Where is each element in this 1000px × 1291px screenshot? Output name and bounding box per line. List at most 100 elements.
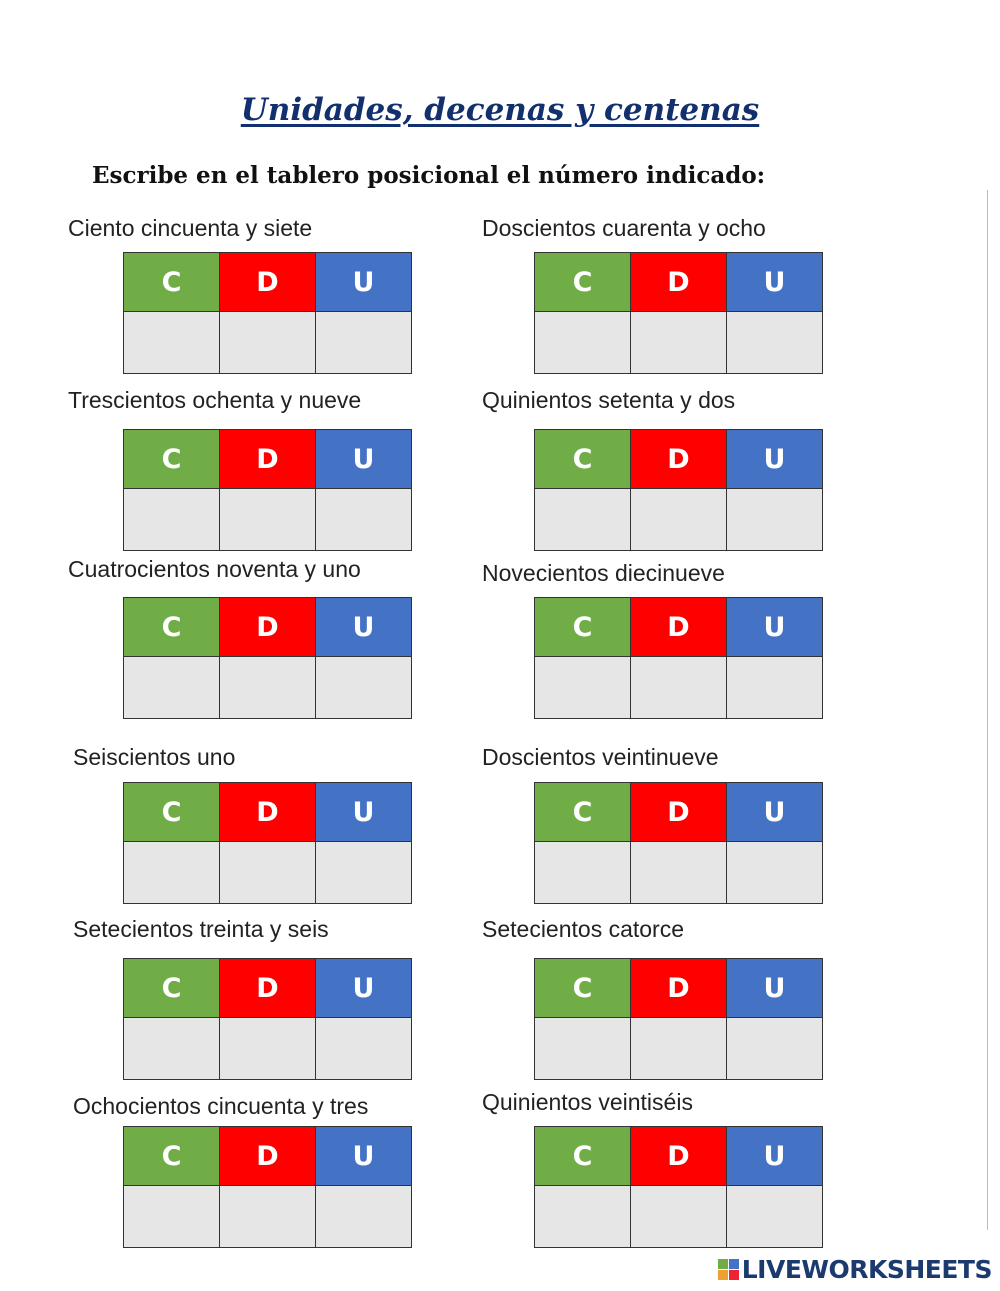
column-header: D <box>630 597 727 657</box>
answer-box[interactable] <box>726 841 823 904</box>
answer-box[interactable] <box>726 311 823 374</box>
column-header: D <box>219 958 316 1018</box>
column-header: U <box>726 597 823 657</box>
exercise-label: Ciento cincuenta y siete <box>68 215 313 241</box>
column-header: D <box>630 429 727 489</box>
column-header: C <box>534 597 631 657</box>
column-header: D <box>630 782 727 842</box>
column-header: C <box>534 958 631 1018</box>
answer-box[interactable] <box>630 1185 727 1248</box>
column-header: U <box>726 958 823 1018</box>
exercise-label: Doscientos veintinueve <box>482 744 719 770</box>
column-header: U <box>726 252 823 312</box>
column-header: U <box>315 597 412 657</box>
answer-box[interactable] <box>534 1017 631 1080</box>
answer-box[interactable] <box>630 488 727 551</box>
column-header: C <box>123 597 220 657</box>
answer-box[interactable] <box>123 1017 220 1080</box>
column-header: C <box>123 782 220 842</box>
column-header: D <box>630 1126 727 1186</box>
column-header: D <box>219 252 316 312</box>
answer-box[interactable] <box>726 1185 823 1248</box>
answer-box[interactable] <box>534 656 631 719</box>
answer-box[interactable] <box>534 488 631 551</box>
title: Unidades, decenas y centenas <box>240 92 760 128</box>
answer-box[interactable] <box>534 841 631 904</box>
column-header: D <box>630 958 727 1018</box>
exercise-label: Setecientos treinta y seis <box>73 916 329 942</box>
exercise-label: Seiscientos uno <box>73 744 236 770</box>
answer-box[interactable] <box>630 841 727 904</box>
answer-box[interactable] <box>123 841 220 904</box>
column-header: C <box>534 252 631 312</box>
column-header: D <box>219 597 316 657</box>
column-header: D <box>219 429 316 489</box>
column-header: C <box>123 429 220 489</box>
answer-box[interactable] <box>630 311 727 374</box>
exercise-label: Trescientos ochenta y nueve <box>68 387 362 413</box>
answer-box[interactable] <box>123 311 220 374</box>
exercise-label: Setecientos catorce <box>482 916 685 942</box>
column-header: U <box>315 958 412 1018</box>
logo-text: LIVEWORKSHEETS <box>741 1255 993 1284</box>
answer-box[interactable] <box>630 656 727 719</box>
exercise-label: Cuatrocientos noventa y uno <box>68 556 361 582</box>
column-header: C <box>534 782 631 842</box>
answer-box[interactable] <box>123 1185 220 1248</box>
column-header: U <box>726 782 823 842</box>
column-header: U <box>315 1126 412 1186</box>
answer-box[interactable] <box>315 841 412 904</box>
answer-box[interactable] <box>315 311 412 374</box>
logo-icon <box>717 1259 739 1280</box>
column-header: C <box>534 429 631 489</box>
exercise-label: Quinientos setenta y dos <box>482 387 736 413</box>
answer-box[interactable] <box>726 488 823 551</box>
column-header: U <box>315 782 412 842</box>
answer-box[interactable] <box>123 488 220 551</box>
answer-box[interactable] <box>219 311 316 374</box>
answer-box[interactable] <box>534 311 631 374</box>
column-header: C <box>534 1126 631 1186</box>
column-header: C <box>123 252 220 312</box>
answer-box[interactable] <box>630 1017 727 1080</box>
answer-box[interactable] <box>315 656 412 719</box>
page-edge <box>987 190 988 1230</box>
answer-box[interactable] <box>315 1017 412 1080</box>
answer-box[interactable] <box>219 656 316 719</box>
instruction: Escribe en el tablero posicional el núme… <box>92 162 766 189</box>
answer-box[interactable] <box>219 1017 316 1080</box>
column-header: D <box>219 782 316 842</box>
exercise-label: Doscientos cuarenta y ocho <box>482 215 766 241</box>
column-header: D <box>630 252 727 312</box>
column-header: D <box>219 1126 316 1186</box>
column-header: U <box>726 1126 823 1186</box>
column-header: U <box>315 429 412 489</box>
column-header: C <box>123 1126 220 1186</box>
exercise-label: Ochocientos cincuenta y tres <box>73 1093 369 1119</box>
answer-box[interactable] <box>726 656 823 719</box>
answer-box[interactable] <box>315 1185 412 1248</box>
exercise-label: Quinientos veintiséis <box>482 1089 693 1115</box>
exercise-label: Novecientos diecinueve <box>482 560 725 586</box>
answer-box[interactable] <box>219 841 316 904</box>
answer-box[interactable] <box>534 1185 631 1248</box>
answer-box[interactable] <box>726 1017 823 1080</box>
answer-box[interactable] <box>219 488 316 551</box>
answer-box[interactable] <box>123 656 220 719</box>
answer-box[interactable] <box>219 1185 316 1248</box>
answer-box[interactable] <box>315 488 412 551</box>
column-header: U <box>315 252 412 312</box>
logo: LIVEWORKSHEETS <box>717 1255 993 1284</box>
